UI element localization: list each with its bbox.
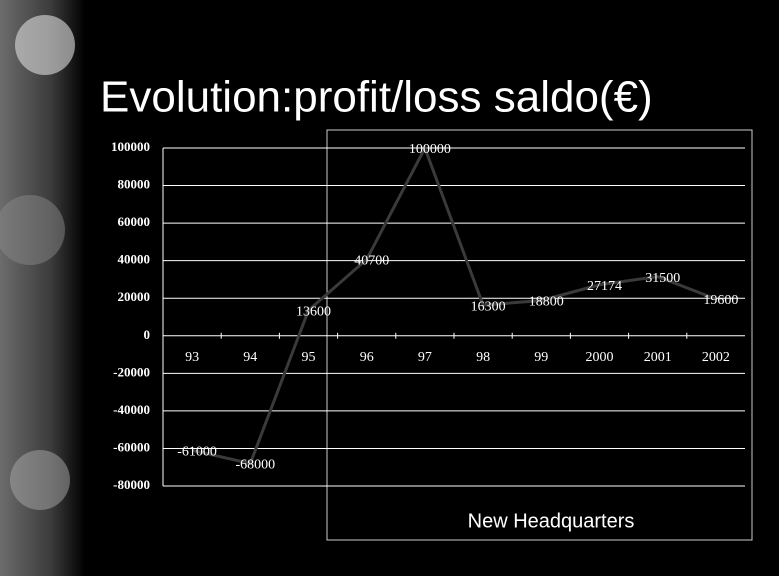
x-tick-label: 93 [185, 350, 199, 365]
y-tick-label: 20000 [118, 289, 151, 304]
data-label: -68000 [235, 458, 275, 473]
data-label: 19600 [703, 293, 738, 308]
data-label: 100000 [409, 142, 451, 157]
data-label: 31500 [645, 271, 680, 286]
slide: Evolution:profit/loss saldo(€) New Headq… [0, 0, 779, 576]
data-label: 40700 [354, 254, 389, 269]
annotation: New Headquarters [468, 510, 635, 532]
data-label: 18800 [529, 295, 564, 310]
y-tick-label: -40000 [113, 402, 150, 417]
y-tick-label: -60000 [113, 439, 150, 454]
chart-title: Evolution:profit/loss saldo(€) [100, 73, 653, 122]
x-tick-label: 94 [243, 350, 257, 365]
y-tick-label: 100000 [111, 139, 150, 154]
y-tick-label: -80000 [113, 477, 150, 492]
data-label: 13600 [296, 304, 331, 319]
y-tick-label: 0 [144, 327, 151, 342]
data-label: 16300 [471, 299, 506, 314]
y-tick-label: -20000 [113, 364, 150, 379]
decor-gear [10, 450, 70, 510]
y-tick-label: 40000 [118, 252, 151, 267]
decor-gear [15, 15, 75, 75]
x-tick-label: 98 [476, 350, 490, 365]
data-label: -61000 [177, 445, 217, 460]
x-tick-label: 95 [302, 350, 316, 365]
x-tick-label: 2000 [586, 350, 614, 365]
x-tick-label: 2002 [702, 350, 730, 365]
y-tick-label: 60000 [118, 214, 151, 229]
x-tick-label: 96 [360, 350, 374, 365]
x-tick-label: 2001 [644, 350, 672, 365]
y-tick-label: 80000 [118, 177, 151, 192]
x-tick-label: 97 [418, 350, 432, 365]
x-tick-label: 99 [534, 350, 548, 365]
data-label: 27174 [587, 279, 622, 294]
